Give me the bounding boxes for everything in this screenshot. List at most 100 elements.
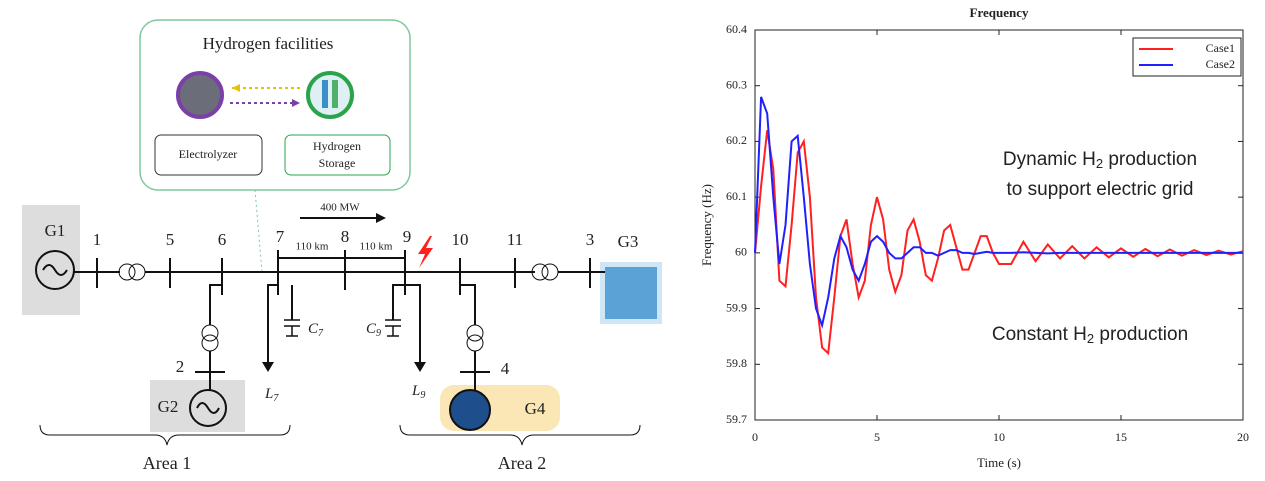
legend-label: Case2 <box>1206 57 1235 71</box>
capacitor <box>284 319 401 337</box>
transformer <box>541 263 559 281</box>
facilities-title: Hydrogen facilities <box>203 34 334 53</box>
transformer <box>201 324 219 342</box>
g2-wave <box>196 402 220 414</box>
x-tick-label: 10 <box>993 430 1005 444</box>
fault <box>418 236 433 268</box>
bus-label: 9 <box>403 227 412 246</box>
y-tick-label: 60 <box>735 245 747 259</box>
x-axis-label: Time (s) <box>977 455 1021 470</box>
bus-label: 2 <box>176 357 185 376</box>
network <box>35 217 641 446</box>
annotation-sub: 2 <box>1087 331 1094 346</box>
load-label: L7 <box>264 386 279 404</box>
storage-label: Storage <box>319 156 356 170</box>
annotation: Constant H2 production <box>992 324 1188 346</box>
x-tick-label: 20 <box>1237 430 1249 444</box>
line-length: 110 km <box>360 241 393 253</box>
area-label: Area 1 <box>143 453 191 473</box>
g2-symbol <box>189 389 227 427</box>
load-letter: L <box>411 383 420 399</box>
arrow-head <box>292 99 300 107</box>
storage-tank <box>322 80 328 108</box>
electrolyzer-box <box>154 134 263 176</box>
transformer <box>531 263 549 281</box>
area-label: Area 2 <box>498 453 546 473</box>
capacitor-label: C9 <box>366 321 381 339</box>
g3-image <box>605 267 657 319</box>
y-tick-label: 60.2 <box>726 133 747 147</box>
line <box>209 284 222 325</box>
series-line <box>754 130 1244 356</box>
load-feeder <box>392 284 421 365</box>
annotation-text: production <box>1094 324 1188 345</box>
generator-label: G1 <box>45 221 66 240</box>
y-tick-label: 60.3 <box>726 77 747 91</box>
y-axis-label: Frequency (Hz) <box>699 184 714 266</box>
storage-tank <box>332 80 338 108</box>
load-sub: 9 <box>420 390 425 401</box>
power-flow: 400 MW <box>320 202 360 214</box>
bus-label: 7 <box>276 227 285 246</box>
area-brace <box>39 424 641 446</box>
generator-label: G4 <box>525 399 546 418</box>
x-tick-label: 0 <box>752 430 758 444</box>
load-label: L9 <box>411 383 425 401</box>
plot-area <box>754 29 1244 421</box>
bus-label: 8 <box>341 227 350 246</box>
y-tick-label: 59.7 <box>726 412 747 426</box>
y-tick-label: 59.8 <box>726 356 747 370</box>
annotation: Dynamic H2 production <box>1003 149 1197 171</box>
line-length: 110 km <box>296 241 329 253</box>
cap-letter: C <box>308 321 319 337</box>
annotation: to support electric grid <box>1007 179 1194 200</box>
cap-letter: C <box>366 321 377 337</box>
y-tick-label: 59.9 <box>726 300 747 314</box>
flow-arrow-head <box>376 213 386 223</box>
g1-wave <box>42 264 68 276</box>
bus-label: 5 <box>166 230 175 249</box>
connector <box>254 189 263 273</box>
cap-sub: 7 <box>318 328 324 339</box>
bus-label: 4 <box>501 359 510 378</box>
bus-label: 6 <box>218 230 227 249</box>
storage-label: Hydrogen <box>313 139 361 153</box>
load-arrow <box>262 362 426 372</box>
y-tick-label: 60.1 <box>726 189 747 203</box>
bus-label: 3 <box>586 230 595 249</box>
legend-label: Case1 <box>1206 41 1235 55</box>
g1-symbol <box>35 250 75 290</box>
arrow-head <box>232 84 240 92</box>
bus-label: 1 <box>93 230 102 249</box>
annotation-text: production <box>1103 149 1197 170</box>
annotation-text: Constant H <box>992 324 1087 345</box>
capacitor-label: C7 <box>308 321 324 339</box>
load-sub: 7 <box>273 393 279 404</box>
transformer <box>118 263 136 281</box>
bus-label: 11 <box>507 230 523 249</box>
facilities-box <box>139 19 411 191</box>
load-feeder <box>267 284 293 365</box>
x-tick-label: 5 <box>874 430 880 444</box>
transformer <box>201 334 219 352</box>
line <box>460 284 476 325</box>
electrolyzer-icon <box>176 71 224 119</box>
y-tick-label: 60.4 <box>726 22 747 36</box>
transformer <box>466 324 484 342</box>
annotation-sub: 2 <box>1096 156 1103 171</box>
annotation-text: Dynamic H <box>1003 149 1096 170</box>
cap-sub: 9 <box>376 328 381 339</box>
transformer <box>128 263 146 281</box>
series-line <box>754 96 1243 329</box>
load-letter: L <box>264 386 273 402</box>
transformer <box>466 334 484 352</box>
storage-icon <box>306 71 354 119</box>
legend-box <box>1132 37 1242 77</box>
generator-label: G2 <box>158 397 179 416</box>
generator-label: G3 <box>618 232 639 251</box>
storage-box <box>284 134 391 176</box>
x-tick-label: 15 <box>1115 430 1127 444</box>
bus-label: 10 <box>452 230 469 249</box>
